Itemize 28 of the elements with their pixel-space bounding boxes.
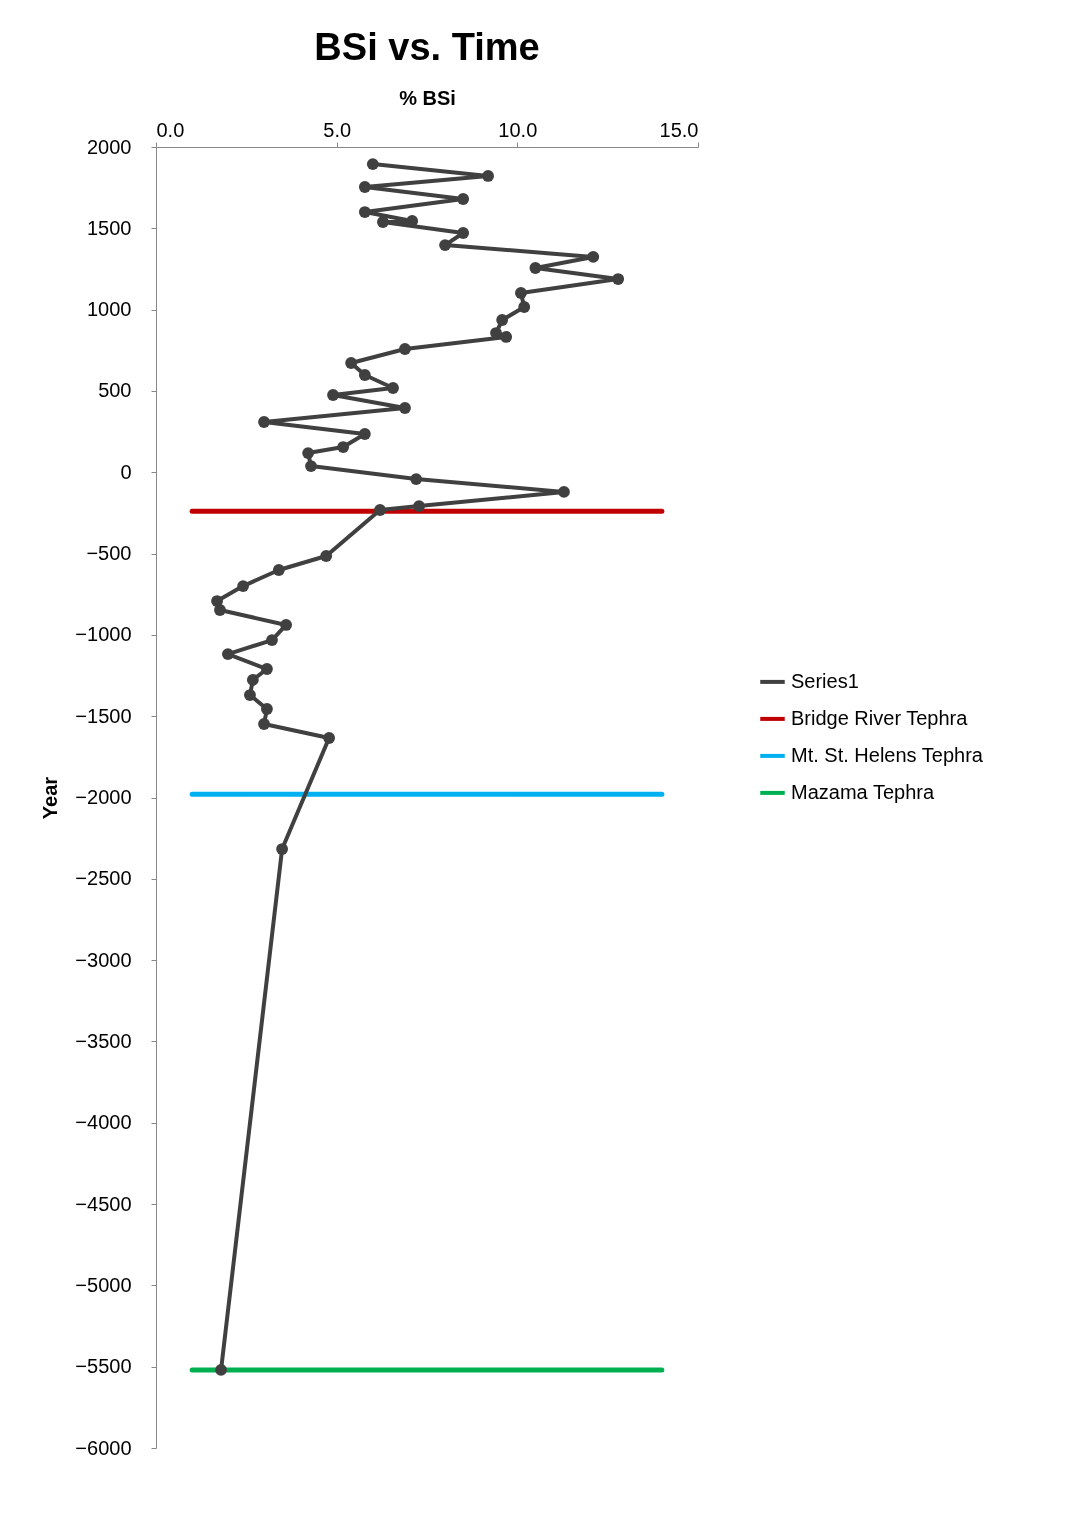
- y-tick-label: 1500: [87, 216, 132, 239]
- y-tick-label: 1000: [87, 298, 132, 321]
- legend-label: Bridge River Tephra: [791, 706, 969, 729]
- y-tick-label: −500: [86, 542, 132, 565]
- y-tick-label: −5000: [75, 1273, 132, 1296]
- legend-label: Series1: [791, 669, 859, 692]
- x-tick-label: 15.0: [659, 118, 699, 141]
- x-axis-title: % BSi: [399, 86, 456, 109]
- y-tick-label: −5500: [75, 1355, 132, 1378]
- y-tick-label: −4000: [75, 1111, 132, 1134]
- y-axis-title: Year: [39, 776, 62, 820]
- y-tick-label: −3500: [75, 1029, 132, 1052]
- y-tick-label: 2000: [87, 135, 132, 158]
- chart-title: BSi vs. Time: [314, 26, 540, 68]
- legend-label: Mazama Tephra: [791, 780, 935, 803]
- legend-label: Mt. St. Helens Tephra: [791, 743, 984, 766]
- y-tick-label: 500: [98, 379, 132, 402]
- y-tick-label: −1000: [75, 623, 132, 646]
- y-tick-label: −4500: [75, 1192, 132, 1215]
- x-tick-label: 5.0: [323, 118, 352, 141]
- y-tick-label: −2500: [75, 867, 132, 890]
- y-tick-label: −3000: [75, 948, 132, 971]
- y-tick-label: −1500: [75, 704, 132, 727]
- x-tick-label: 10.0: [498, 118, 538, 141]
- x-tick-label: 0.0: [156, 118, 185, 141]
- y-tick-label: −6000: [75, 1436, 132, 1459]
- y-tick-label: 0: [120, 460, 132, 483]
- y-tick-label: −2000: [75, 786, 132, 808]
